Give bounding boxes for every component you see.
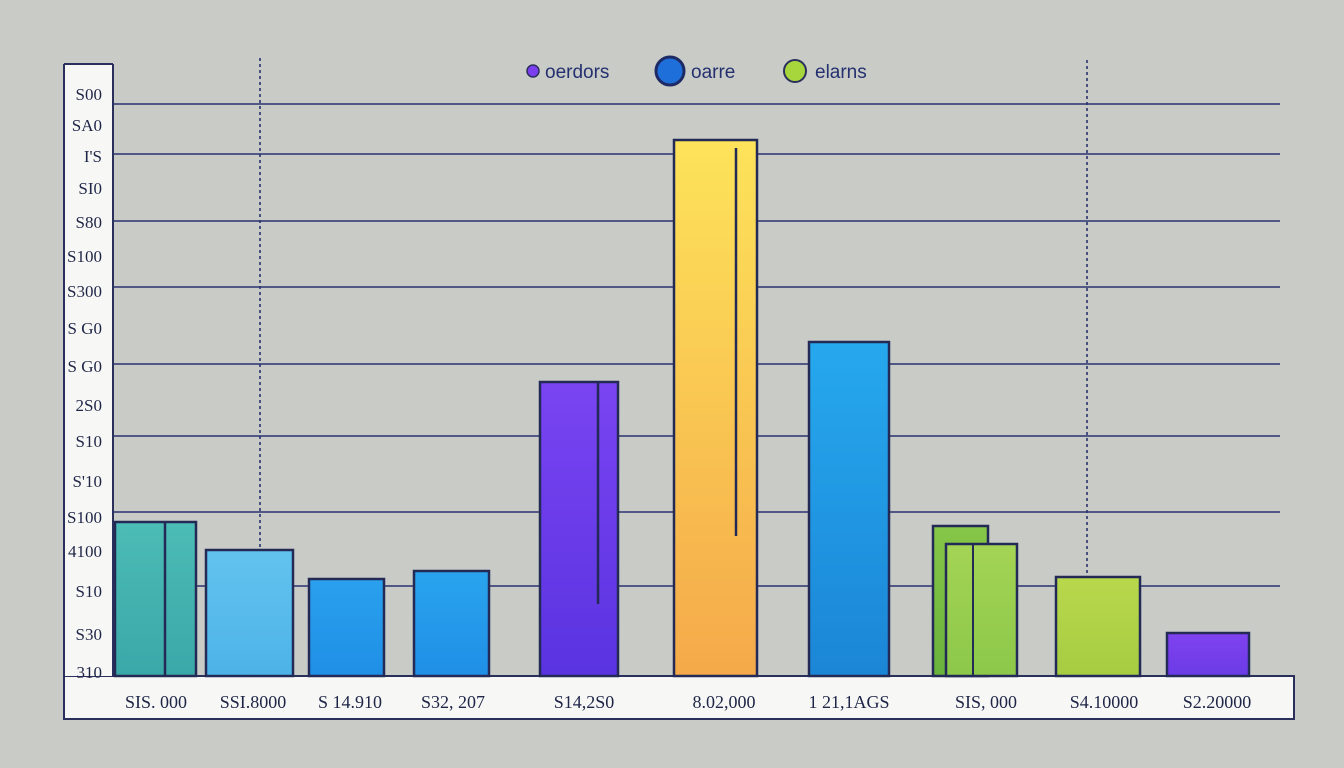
y-tick-label: I'S (84, 147, 102, 166)
bar-7 (807, 340, 891, 678)
y-tick-label: S'10 (72, 472, 102, 491)
x-tick-label: 8.02,000 (693, 692, 756, 712)
legend-label-elarns: elarns (815, 62, 867, 83)
y-tick-label: S100 (67, 247, 102, 266)
bar-5 (538, 380, 620, 678)
bar-6 (672, 138, 759, 678)
y-tick-label: S100 (67, 508, 102, 527)
legend-label-oarre: oarre (691, 62, 735, 83)
y-label-band (65, 65, 112, 676)
bar-9 (1054, 575, 1142, 678)
legend-marker-oerdors (526, 64, 540, 78)
bar-1 (113, 520, 198, 678)
x-tick-label: 1 21,1AGS (808, 692, 889, 712)
bar-4 (412, 569, 491, 678)
y-tick-label: S G0 (68, 357, 102, 376)
x-tick-label: S32, 207 (421, 692, 485, 712)
x-tick-label: S 14.910 (318, 692, 382, 712)
y-tick-label: S300 (67, 282, 102, 301)
y-tick-label: SI0 (78, 179, 102, 198)
y-tick-label: 2S0 (76, 396, 102, 415)
x-tick-label: S14,2S0 (554, 692, 615, 712)
y-tick-label: S30 (76, 625, 102, 644)
y-tick-label: 310 (77, 663, 103, 682)
bar-2 (204, 548, 295, 678)
y-tick-label: S00 (76, 85, 102, 104)
bar-3 (307, 577, 386, 678)
y-tick-label: S G0 (68, 319, 102, 338)
y-tick-label: S10 (76, 582, 102, 601)
y-tick-label: S80 (76, 213, 102, 232)
legend-marker-oarre (654, 55, 686, 87)
x-label-band (63, 675, 1295, 720)
y-tick-label: S10 (76, 432, 102, 451)
dashed-markers (259, 58, 1088, 580)
bar-secondary-8 (944, 542, 1019, 678)
legend-marker-elarns (783, 59, 807, 83)
x-tick-label: SIS. 000 (125, 692, 187, 712)
x-tick-label: SIS, 000 (955, 692, 1017, 712)
y-tick-label: SA0 (72, 116, 102, 135)
x-tick-labels: SIS. 000 SSI.8000 S 14.910 S32, 207 S14,2S0 8… (125, 692, 1251, 712)
legend: oerdors oarre elarns (526, 55, 867, 87)
y-tick-labels: 310 S30 S10 4100 S100 S'10 S10 2S0 S G0 S G0 S300 S… (67, 85, 102, 682)
y-tick-label: 4100 (68, 542, 102, 561)
x-tick-label: S4.10000 (1070, 692, 1139, 712)
x-tick-label: SSI.8000 (220, 692, 287, 712)
legend-label-oerdors: oerdors (545, 62, 609, 83)
bars (113, 138, 1251, 678)
bar-10 (1165, 631, 1251, 678)
x-tick-label: S2.20000 (1183, 692, 1252, 712)
